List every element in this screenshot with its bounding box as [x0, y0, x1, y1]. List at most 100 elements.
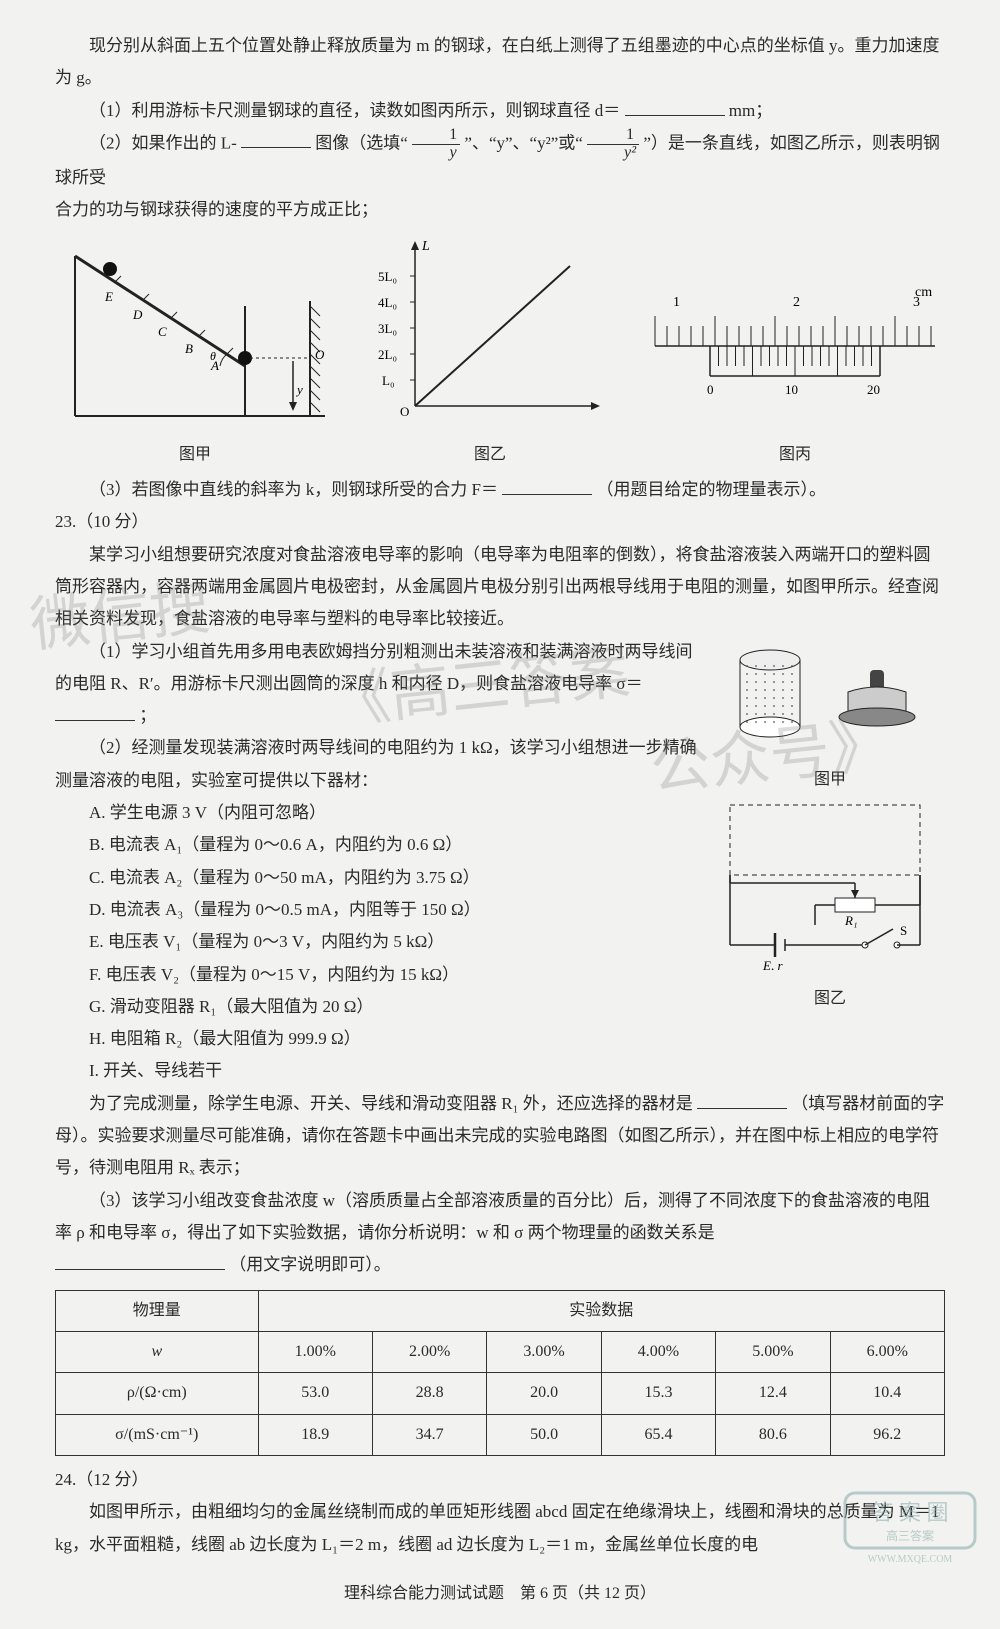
- cell: 4.00%: [601, 1331, 715, 1372]
- cell: 28.8: [372, 1373, 486, 1414]
- p5-blank: [55, 1252, 225, 1271]
- svg-text:20: 20: [867, 382, 880, 397]
- item-G: G. 滑动变阻器 R₁（最大阻值为 20 Ω）: [89, 991, 705, 1023]
- intro-text: 现分别从斜面上五个位置处静止释放质量为 m 的钢球，在白纸上测得了五组墨迹的中心…: [55, 30, 945, 95]
- svg-text:θ: θ: [210, 349, 216, 363]
- cell: 3.00%: [487, 1331, 601, 1372]
- table-row: w 1.00% 2.00% 3.00% 4.00% 5.00% 6.00%: [56, 1331, 945, 1372]
- data-table: 物理量 实验数据 w 1.00% 2.00% 3.00% 4.00% 5.00%…: [55, 1290, 945, 1457]
- q24-head: 24.（12 分）: [55, 1464, 945, 1496]
- q23-p5b: （用文字说明即可）。: [229, 1255, 391, 1274]
- svg-text:E: E: [104, 289, 113, 304]
- item-I: I. 开关、导线若干: [89, 1055, 705, 1087]
- svg-text:1: 1: [673, 295, 680, 310]
- frac-den: y²: [587, 145, 639, 162]
- q3: （3）若图像中直线的斜率为 k，则钢球所受的合力 F＝ （用题目给定的物理量表示…: [55, 474, 945, 506]
- cell: 34.7: [372, 1414, 486, 1455]
- svg-text:高三答案: 高三答案: [886, 1528, 934, 1543]
- table-row: σ/(mS·cm⁻¹) 18.9 34.7 50.0 65.4 80.6 96.…: [56, 1414, 945, 1455]
- svg-text:4L₀: 4L₀: [378, 295, 397, 310]
- cell: 15.3: [601, 1373, 715, 1414]
- p4-blank: [697, 1090, 787, 1109]
- svg-text:D: D: [132, 307, 143, 322]
- q23-p4a: 为了完成测量，除学生电源、开关、导线和滑动变阻器 R₁ 外，还应选择的器材是: [89, 1094, 693, 1113]
- figure-yi: L 5L₀ 4L₀ 3L₀ 2L₀ L₀ O 图乙: [370, 236, 610, 470]
- row-label: σ/(mS·cm⁻¹): [56, 1414, 259, 1455]
- figcap-jia-2: 图甲: [715, 765, 945, 795]
- th-qty: 物理量: [56, 1290, 259, 1331]
- cylinder-svg: [715, 642, 935, 752]
- figure-jia: E D C B A θ O: [55, 246, 335, 470]
- svg-text:L₀: L₀: [382, 373, 394, 388]
- q2-prefix: （2）如果作出的 L-: [89, 133, 241, 152]
- q2-mid2: ”、“y”、“y²”或“: [464, 133, 582, 152]
- cell: 65.4: [601, 1414, 715, 1455]
- svg-text:10: 10: [785, 382, 798, 397]
- cell: 5.00%: [716, 1331, 830, 1372]
- vernier-svg: cm 1 2 3 0 10 20: [645, 276, 945, 426]
- item-H: H. 电阻箱 R₂（最大阻值为 999.9 Ω）: [89, 1023, 705, 1055]
- frac-1y2: 1y²: [587, 127, 639, 162]
- cell: 20.0: [487, 1373, 601, 1414]
- q23-p2: （1）学习小组首先用多用电表欧姆挡分别粗测出未装溶液和装满溶液时两导线间的电阻 …: [55, 636, 705, 733]
- q23-p1: 某学习小组想要研究浓度对食盐溶液电导率的影响（电导率为电阻率的倒数），将食盐溶液…: [55, 539, 945, 636]
- q23-p5-line2: （用文字说明即可）。: [55, 1249, 945, 1281]
- row-label: ρ/(Ω·cm): [56, 1373, 259, 1414]
- cell: 10.4: [830, 1373, 944, 1414]
- cell: 1.00%: [258, 1331, 372, 1372]
- q1: （1）利用游标卡尺测量钢球的直径，读数如图丙所示，则钢球直径 d＝ mm；: [55, 95, 945, 127]
- item-D: D. 电流表 A₃（量程为 0～0.5 mA，内阻等于 150 Ω）: [89, 894, 705, 926]
- q23-p2a: （1）学习小组首先用多用电表欧姆挡分别粗测出未装溶液和装满溶液时两导线间的电阻 …: [55, 642, 693, 693]
- cell: 96.2: [830, 1414, 944, 1455]
- svg-text:C: C: [158, 324, 167, 339]
- q23-p3: （2）经测量发现装满溶液时两导线间的电阻约为 1 kΩ，该学习小组想进一步精确测…: [55, 732, 705, 797]
- page-footer: 理科综合能力测试试题 第 6 页（共 12 页）: [55, 1579, 945, 1609]
- q1-blank: [625, 97, 725, 116]
- svg-text:3: 3: [913, 295, 920, 310]
- incline-svg: E D C B A θ O: [55, 246, 335, 426]
- row-label: w: [56, 1331, 259, 1372]
- circuit-svg: E, r S R₁: [715, 795, 935, 970]
- item-E: E. 电压表 V₁（量程为 0～3 V，内阻约为 5 kΩ）: [89, 926, 705, 958]
- item-B: B. 电流表 A₁（量程为 0～0.6 A，内阻约为 0.6 Ω）: [89, 829, 705, 861]
- q1-unit: mm；: [729, 101, 772, 120]
- cell: 50.0: [487, 1414, 601, 1455]
- q3-blank: [502, 476, 592, 495]
- q2-line1: （2）如果作出的 L- 图像（选填“ 1y ”、“y”、“y²”或“ 1y² ”…: [55, 127, 945, 194]
- right-figures: 图甲 E, r S: [715, 636, 945, 1088]
- q3-prefix: （3）若图像中直线的斜率为 k，则钢球所受的合力 F＝: [89, 480, 498, 499]
- svg-text:2L₀: 2L₀: [378, 347, 397, 362]
- figcap-jia: 图甲: [55, 440, 335, 470]
- svg-text:答 案 圈: 答 案 圈: [871, 1500, 948, 1525]
- axis-L: L: [421, 239, 430, 254]
- table-row: ρ/(Ω·cm) 53.0 28.8 20.0 15.3 12.4 10.4: [56, 1373, 945, 1414]
- q2-line2: 合力的功与钢球获得的速度的平方成正比；: [55, 194, 945, 226]
- q23-p4: 为了完成测量，除学生电源、开关、导线和滑动变阻器 R₁ 外，还应选择的器材是 （…: [55, 1088, 945, 1185]
- figure-bing: cm 1 2 3 0 10 20 图丙: [645, 276, 945, 470]
- svg-text:O: O: [400, 404, 409, 419]
- graph-svg: L 5L₀ 4L₀ 3L₀ 2L₀ L₀ O: [370, 236, 610, 426]
- cell: 18.9: [258, 1414, 372, 1455]
- svg-text:R₁: R₁: [844, 913, 857, 928]
- figcap-bing: 图丙: [645, 440, 945, 470]
- item-A: A. 学生电源 3 V（内阻可忽略）: [89, 797, 705, 829]
- sigma-blank: [55, 702, 135, 721]
- cell: 53.0: [258, 1373, 372, 1414]
- frac-num: 1: [412, 127, 460, 145]
- svg-text:S: S: [900, 923, 907, 938]
- cell: 6.00%: [830, 1331, 944, 1372]
- figure-row: E D C B A θ O: [55, 236, 945, 470]
- q3-suffix: （用题目给定的物理量表示）。: [596, 480, 826, 499]
- item-F: F. 电压表 V₂（量程为 0～15 V，内阻约为 15 kΩ）: [89, 959, 705, 991]
- q23-p2b: ；: [139, 706, 156, 725]
- svg-text:E, r: E, r: [762, 958, 783, 970]
- svg-text:B: B: [185, 341, 193, 356]
- q23-head: 23.（10 分）: [55, 506, 945, 538]
- cell: 80.6: [716, 1414, 830, 1455]
- q2-mid1: 图像（选填“: [315, 133, 408, 152]
- answer-stamp: 答 案 圈 高三答案 WWW.MXQE.COM: [840, 1488, 980, 1579]
- svg-text:O: O: [315, 347, 325, 362]
- q23-p5a: （3）该学习小组改变食盐浓度 w（溶质质量占全部溶液质量的百分比）后，测得了不同…: [55, 1191, 930, 1242]
- cell: 2.00%: [372, 1331, 486, 1372]
- apparatus-list: A. 学生电源 3 V（内阻可忽略） B. 电流表 A₁（量程为 0～0.6 A…: [55, 797, 705, 1088]
